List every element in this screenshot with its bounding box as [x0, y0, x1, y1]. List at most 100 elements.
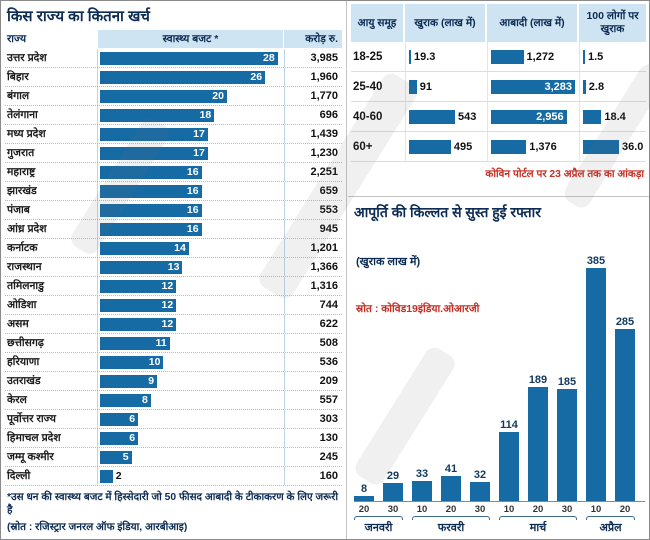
x-tick-label: 20	[358, 504, 370, 515]
per100-bar	[583, 109, 602, 124]
month-bracket	[354, 516, 403, 520]
budget-value: 20	[212, 90, 224, 102]
column-header-state: राज्य	[7, 33, 27, 45]
table-header-row: आयु समूह खुराक (लाख में) आबादी (लाख में)…	[351, 4, 646, 42]
crore-value: 209	[284, 372, 342, 390]
budget-value: 5	[122, 451, 129, 463]
state-row: गुजरात 17 1,230	[5, 144, 342, 163]
month-label: अप्रैल	[599, 522, 622, 534]
population-bar	[491, 49, 524, 64]
state-row: महाराष्ट्र 16 2,251	[5, 163, 342, 182]
state-name: असम	[7, 318, 29, 330]
state-name: बिहार	[7, 71, 29, 83]
state-budget-panel: किस राज्य का कितना खर्च राज्य स्वास्थ्य …	[1, 1, 347, 539]
month-group: अप्रैल	[586, 516, 635, 535]
age-group: 25-40	[353, 80, 383, 93]
bar-value-label: 285	[615, 316, 635, 328]
per100-value: 1.5	[588, 50, 604, 63]
per100-value: 2.8	[588, 80, 605, 93]
budget-bar: 6	[100, 412, 139, 426]
state-row: हरियाणा 10 536	[5, 353, 342, 372]
crore-value: 536	[284, 353, 342, 371]
budget-bar: 8	[100, 393, 151, 407]
dose-cell: 495	[405, 132, 485, 161]
state-name: गुजरात	[7, 147, 35, 159]
state-name: महाराष्ट्र	[7, 166, 36, 178]
footnote: *उस धन की स्वास्थ्य बजट में हिस्सेदारी ज…	[7, 492, 339, 517]
budget-bar: 11	[100, 336, 170, 350]
crore-value: 3,985	[284, 49, 342, 67]
crore-value: 303	[284, 410, 342, 428]
population-value: 1,272	[526, 50, 555, 63]
population-cell: 1,272	[487, 42, 577, 71]
plot-area: 8 29 33 41 32 114 189 185 385 285 20 30 10 20 30 10 20 3…	[354, 251, 645, 535]
budget-value: 12	[161, 280, 174, 292]
population-value: 2,956	[536, 110, 564, 123]
state-row: ओडिशा 12 744	[5, 296, 342, 315]
age-dose-table-panel: आयु समूह खुराक (लाख में) आबादी (लाख में)…	[348, 1, 649, 197]
crore-value: 1,230	[284, 144, 342, 162]
budget-bar: 13	[100, 260, 183, 274]
budget-bar-track: 20	[97, 87, 284, 105]
dose-bar	[409, 49, 411, 64]
state-row: पंजाब 16 553	[5, 201, 342, 220]
source-note: (स्रोत : रजिस्ट्रार जनरल ऑफ इंडिया, आरबी…	[7, 521, 188, 533]
dose-bar	[615, 329, 635, 501]
state-row: झारखंड 16 659	[5, 182, 342, 201]
vbar-column: 33	[412, 468, 432, 501]
dose-cell: 91	[405, 72, 485, 101]
month-label: फरवरी	[437, 522, 465, 534]
state-name: झारखंड	[7, 185, 37, 197]
crore-value: 1,770	[284, 87, 342, 105]
per100-bar	[583, 79, 586, 94]
state-row: उत्तर प्रदेश 28 3,985	[5, 49, 342, 68]
crore-value: 945	[284, 220, 342, 238]
state-name: दिल्ली	[7, 470, 31, 482]
budget-bar-track: 16	[97, 182, 284, 200]
dose-bar	[409, 109, 455, 124]
age-group: 40-60	[353, 110, 383, 123]
budget-value: 12	[161, 299, 174, 311]
crore-value: 696	[284, 106, 342, 124]
bar-value-label: 185	[557, 376, 577, 388]
budget-bar: 18	[100, 108, 215, 122]
header-doses: खुराक (लाख में)	[405, 4, 485, 42]
budget-bar: 20	[100, 89, 227, 103]
budget-value: 6	[129, 413, 136, 425]
budget-bar-track: 5	[97, 448, 284, 466]
state-row: छत्तीसगढ़ 11 508	[5, 334, 342, 353]
panel-title: किस राज्य का कितना खर्च	[7, 8, 150, 25]
state-name: तमिलनाडु	[7, 280, 44, 292]
crore-value: 1,366	[284, 258, 342, 276]
dose-value: 19.3	[414, 50, 436, 63]
budget-bar-track: 17	[97, 144, 284, 162]
budget-bar-track: 11	[97, 334, 284, 352]
month-label: जनवरी	[364, 522, 393, 534]
budget-bar: 17	[100, 127, 208, 141]
state-name: ओडिशा	[7, 299, 37, 311]
state-row: असम 12 622	[5, 315, 342, 334]
crore-value: 1,439	[284, 125, 342, 143]
bar-value-label: 33	[415, 468, 429, 480]
per100-value: 36.0	[622, 140, 644, 153]
dose-bar	[383, 483, 403, 501]
budget-bar: 12	[100, 317, 177, 331]
dose-bar	[586, 268, 606, 501]
budget-bar: 14	[100, 241, 189, 255]
dose-bar	[412, 481, 432, 501]
column-header-crore: करोड़ रु.	[284, 30, 342, 48]
budget-bar-track: 14	[97, 239, 284, 257]
budget-value: 12	[161, 318, 174, 330]
dose-value: 495	[453, 140, 473, 153]
age-group: 60+	[353, 140, 373, 153]
month-label: मार्च	[529, 522, 547, 534]
crore-value: 557	[284, 391, 342, 409]
budget-bar	[100, 469, 113, 483]
bar-value-label: 29	[386, 470, 400, 482]
bar-value-label: 385	[586, 255, 606, 267]
vbars: 8 29 33 41 32 114 189 185 385 285	[354, 251, 645, 502]
age-table-row: 25-40 91 3,283 2.8	[351, 72, 646, 102]
age-rows: 18-25 19.3 1,272 1.5 25-40 91 3,283 2.	[351, 42, 646, 162]
bar-value-label: 189	[528, 374, 548, 386]
budget-bar-track: 28	[97, 49, 284, 67]
